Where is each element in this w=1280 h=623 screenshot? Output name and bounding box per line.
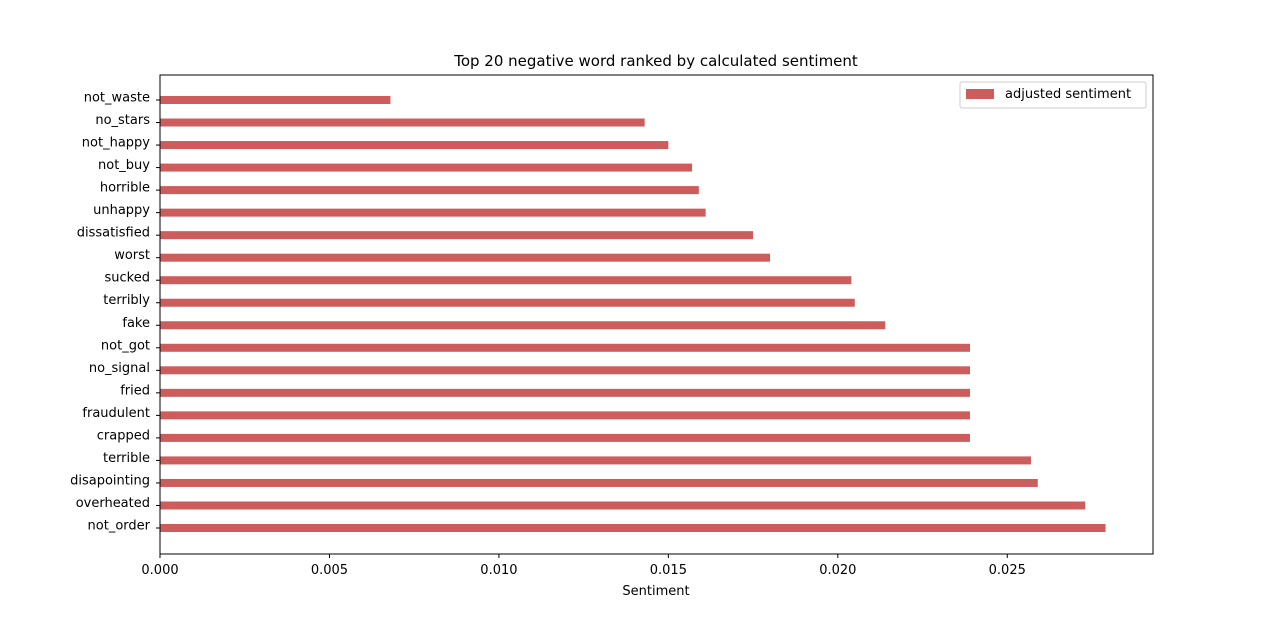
y-tick-label: crapped: [97, 428, 150, 443]
bar-worst: [160, 253, 771, 262]
bar-unhappy: [160, 208, 706, 217]
y-tick-label: not_waste: [84, 91, 150, 106]
y-tick-label: unhappy: [93, 203, 150, 218]
bar-terribly: [160, 298, 855, 307]
y-tick-label: overheated: [76, 496, 150, 511]
bar-not_got: [160, 343, 970, 352]
bar-not_waste: [160, 96, 391, 104]
bar-disapointing: [160, 478, 1038, 487]
y-tick-label: fraudulent: [82, 406, 150, 421]
bar-fraudulent: [160, 411, 970, 420]
y-axis: not_order overheated disapointing terrible c…: [70, 91, 160, 534]
y-tick-label: terrible: [103, 451, 150, 466]
bar-fried: [160, 388, 970, 397]
x-axis: 0.000 0.005 0.010 0.015 0.020 0.025: [141, 554, 1026, 578]
x-axis-label: Sentiment: [622, 584, 689, 599]
y-tick-label: disapointing: [70, 473, 150, 488]
plot-frame: [159, 74, 1154, 555]
bar-no_signal: [160, 366, 970, 375]
x-tick-label: 0.010: [480, 563, 517, 578]
y-tick-label: not_got: [101, 338, 150, 353]
chart-title: Top 20 negative word ranked by calculate…: [453, 52, 858, 70]
legend: adjusted sentiment: [959, 81, 1147, 109]
bar-dissatisfied: [160, 231, 754, 240]
bar-sucked: [160, 276, 852, 285]
x-tick-label: 0.020: [819, 563, 856, 578]
x-tick-label: 0.015: [650, 563, 687, 578]
bar-not_order: [160, 524, 1106, 532]
bars-group: [160, 96, 1106, 532]
x-tick-label: 0.025: [989, 563, 1026, 578]
bar-crapped: [160, 433, 970, 442]
x-tick-label: 0.000: [141, 563, 178, 578]
bar-horrible: [160, 186, 699, 195]
y-tick-label: fake: [122, 316, 150, 331]
y-tick-label: not_order: [88, 519, 151, 534]
y-tick-label: sucked: [105, 271, 150, 286]
y-tick-label: horrible: [100, 181, 150, 196]
bar-terrible: [160, 456, 1031, 465]
y-tick-label: worst: [114, 248, 150, 263]
legend-box: [959, 81, 1147, 109]
x-tick-label: 0.005: [311, 563, 348, 578]
bar-overheated: [160, 501, 1086, 510]
y-tick-label: not_buy: [98, 158, 150, 173]
y-tick-label: dissatisfied: [77, 226, 150, 241]
bar-fake: [160, 321, 886, 330]
bar-not_buy: [160, 163, 693, 172]
y-tick-label: no_stars: [95, 113, 150, 128]
legend-swatch: [966, 89, 994, 99]
y-tick-label: fried: [120, 383, 150, 398]
legend-label: adjusted sentiment: [1005, 87, 1131, 102]
y-tick-label: no_signal: [89, 361, 150, 376]
y-tick-label: terribly: [103, 293, 150, 308]
bar-no_stars: [160, 118, 645, 127]
y-tick-label: not_happy: [82, 136, 150, 151]
bar-not_happy: [160, 141, 669, 150]
